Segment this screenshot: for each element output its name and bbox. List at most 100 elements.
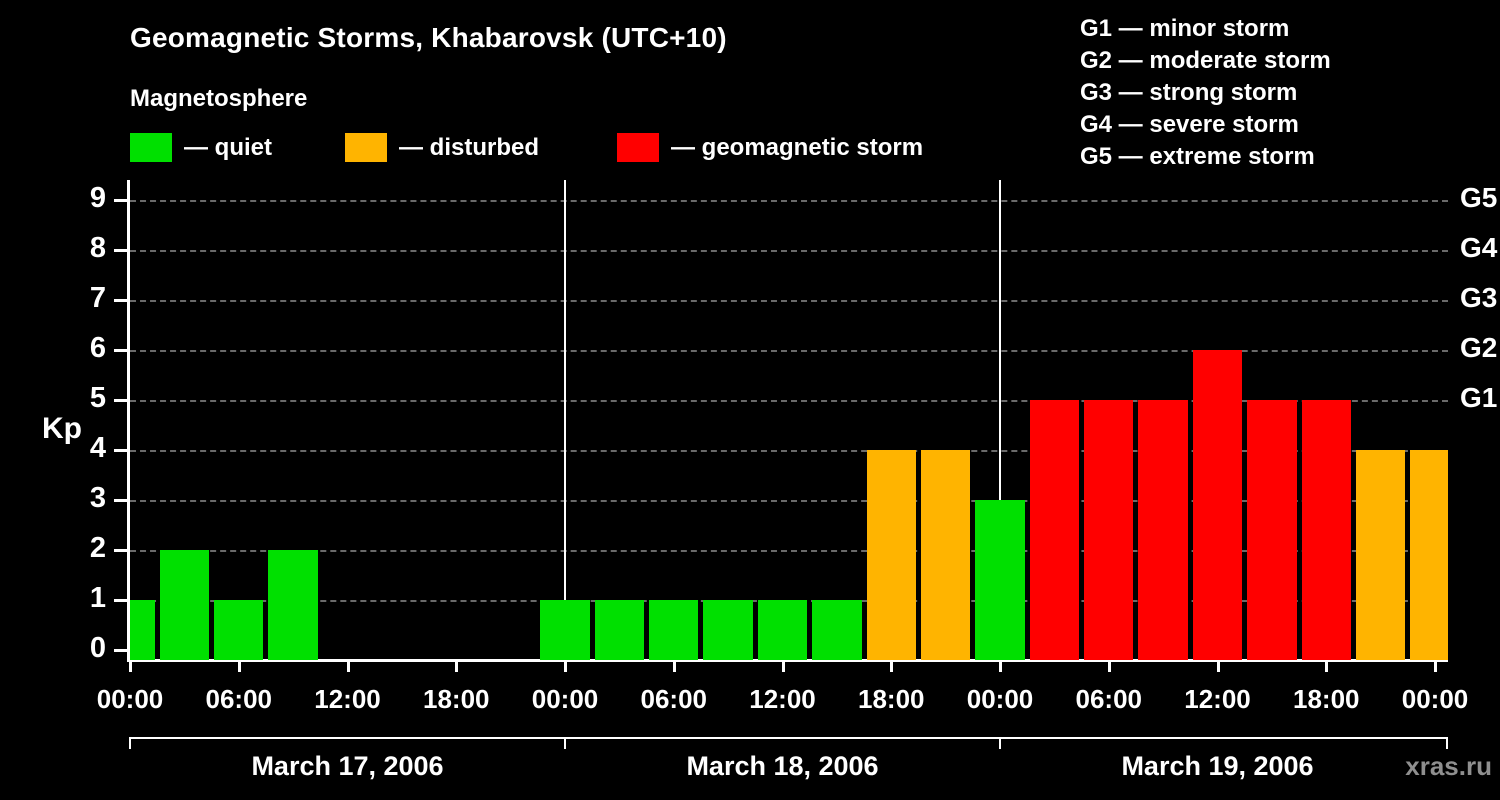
legend-item-storm: — geomagnetic storm (617, 133, 923, 162)
legend-item-quiet: — quiet (130, 133, 272, 162)
x-tick-label: 00:00 (966, 684, 1034, 714)
x-tick-label: 12:00 (1184, 684, 1251, 714)
x-tick (672, 660, 676, 672)
gridline-kp-9 (130, 200, 1448, 202)
kp-bar (757, 600, 808, 660)
g-axis-label-g4: G4 (1460, 232, 1498, 263)
g-scale-item-g2: G2 — moderate storm (1080, 47, 1331, 74)
gridline-kp-7 (130, 300, 1448, 302)
y-tick-label: 7 (89, 282, 106, 314)
y-tick-label: 3 (89, 482, 106, 514)
x-tick-label: 18:00 (858, 684, 925, 714)
legend-item-disturbed: — disturbed (345, 133, 539, 162)
kp-bar (159, 550, 210, 660)
gridline-kp-4 (130, 450, 1448, 452)
g-scale-item-g1: G1 — minor storm (1080, 15, 1290, 42)
x-tick-label: 18:00 (1293, 684, 1360, 714)
y-tick-label: 1 (89, 582, 106, 614)
date-tick (129, 737, 131, 749)
y-tick (114, 499, 130, 502)
x-tick (1325, 660, 1329, 672)
y-tick (114, 299, 130, 302)
y-tick (114, 399, 130, 402)
kp-bar (920, 450, 971, 660)
g-axis-label-g3: G3 (1460, 282, 1498, 313)
kp-bar (812, 600, 862, 660)
legend-label-disturbed: — disturbed (399, 133, 540, 161)
day-separator (999, 180, 1001, 660)
date-tick (564, 737, 566, 749)
kp-bar (1029, 400, 1080, 660)
date-label: March 19, 2006 (1121, 751, 1314, 781)
y-tick-label: 5 (89, 382, 106, 414)
y-tick-label: 9 (89, 182, 106, 214)
g-axis-label-g2: G2 (1460, 332, 1498, 363)
x-tick-label: 06:00 (1075, 684, 1143, 714)
plot-area (130, 180, 1448, 660)
x-tick (890, 660, 894, 672)
kp-bar (1410, 450, 1448, 660)
date-label: March 18, 2006 (686, 751, 879, 781)
legend-heading: Magnetosphere (130, 85, 308, 112)
x-tick-label: 12:00 (749, 684, 816, 714)
kp-bar (1301, 400, 1351, 660)
y-tick (114, 199, 130, 202)
gridline-kp-5 (130, 400, 1448, 402)
x-tick-label: 06:00 (640, 684, 708, 714)
g-scale-legend: G1 — minor storm G2 — moderate storm G3 — … (1080, 13, 1331, 173)
legend-swatch-storm (617, 133, 659, 162)
y-tick-label: 2 (89, 532, 106, 564)
y-tick-label: 0 (89, 632, 106, 664)
date-tick (999, 737, 1001, 749)
g-scale-item-g3: G3 — strong storm (1080, 79, 1298, 106)
kp-bar (268, 550, 318, 660)
watermark: xras.ru (1405, 751, 1492, 781)
y-tick-label: 8 (89, 232, 106, 264)
kp-bar (1192, 350, 1243, 660)
kp-color-legend: — quiet — disturbed — geomagnetic storm (130, 133, 1130, 165)
gridline-kp-6 (130, 350, 1448, 352)
kp-bar (975, 500, 1025, 660)
chart-title: Geomagnetic Storms, Khabarovsk (UTC+10) (130, 22, 727, 53)
x-tick-label: 00:00 (531, 684, 599, 714)
y-tick (114, 599, 130, 602)
x-tick-label: 06:00 (205, 684, 273, 714)
x-tick (237, 660, 241, 672)
kp-bar (540, 600, 590, 660)
y-axis-title: Kp (42, 412, 82, 445)
x-tick (564, 660, 567, 672)
date-label: March 17, 2006 (251, 751, 444, 781)
x-tick (781, 660, 785, 672)
g-axis-label-g1: G1 (1460, 382, 1498, 413)
x-tick (1216, 660, 1220, 672)
date-axis-line (130, 737, 1448, 739)
kp-bar (703, 600, 753, 660)
kp-bar (1247, 400, 1297, 660)
legend-swatch-quiet (130, 133, 172, 162)
g-scale-item-g4: G4 — severe storm (1080, 111, 1299, 138)
kp-bar (214, 600, 264, 660)
y-tick (114, 649, 130, 652)
x-tick (346, 660, 350, 672)
y-tick (114, 549, 130, 552)
g-axis-label-g5: G5 (1460, 182, 1498, 213)
x-tick-label: 18:00 (423, 684, 490, 714)
y-tick (114, 449, 130, 452)
x-tick-label: 12:00 (314, 684, 381, 714)
y-tick (114, 349, 130, 352)
y-tick (114, 249, 130, 252)
kp-bar (594, 600, 645, 660)
kp-bar (130, 600, 155, 660)
x-tick (129, 660, 132, 672)
kp-bar (1138, 400, 1188, 660)
kp-bar (1084, 400, 1134, 660)
x-tick (455, 660, 459, 672)
legend-swatch-disturbed (345, 133, 387, 162)
kp-bar (1355, 450, 1406, 660)
g-scale-item-g5: G5 — extreme storm (1080, 143, 1315, 170)
y-tick-label: 6 (89, 332, 106, 364)
legend-label-storm: — geomagnetic storm (671, 133, 924, 161)
gridline-kp-8 (130, 250, 1448, 252)
kp-bar (866, 450, 916, 660)
